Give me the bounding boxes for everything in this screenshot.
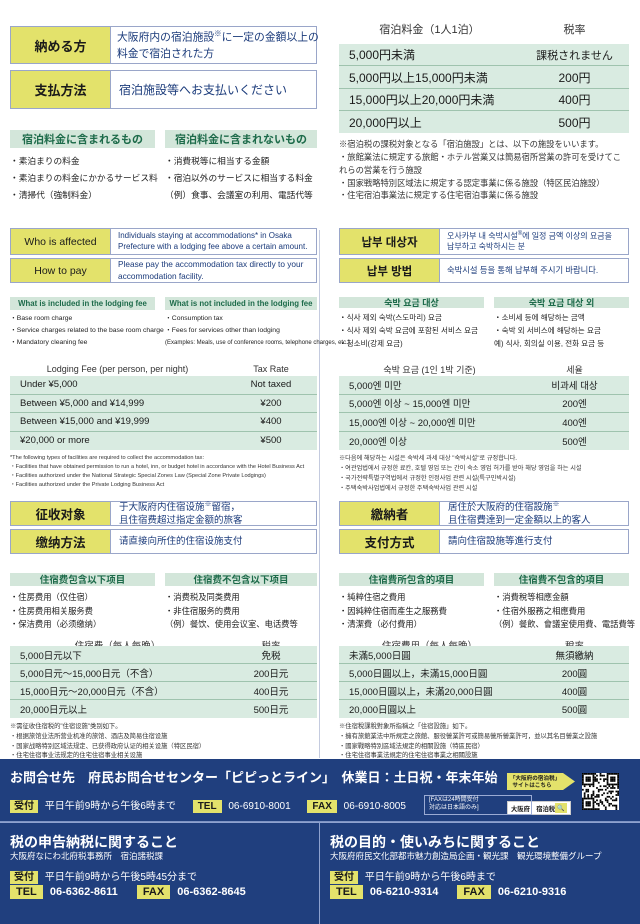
svg-text:「大阪府の宿泊税」: 「大阪府の宿泊税」 [510,774,560,782]
svg-text:サイトはこちら: サイトはこちら [512,781,551,789]
